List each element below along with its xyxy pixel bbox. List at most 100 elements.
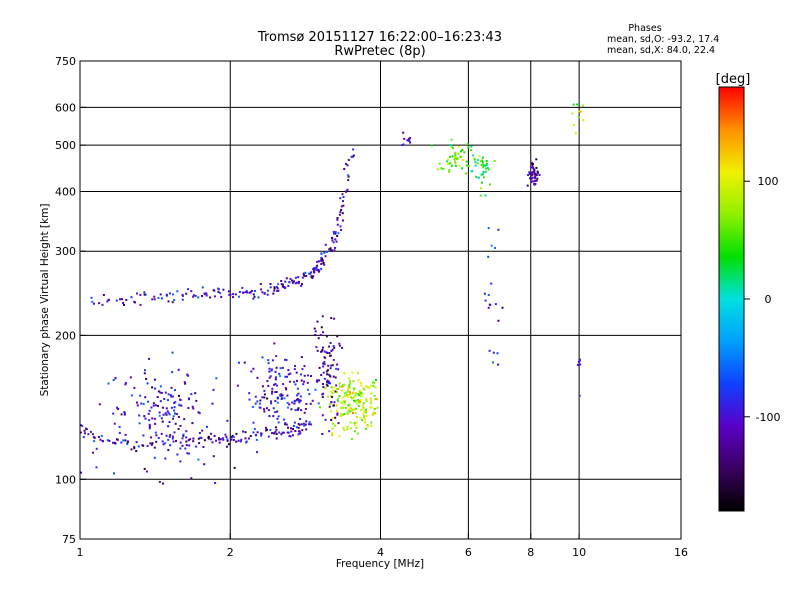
data-point (289, 380, 291, 383)
data-point (285, 388, 288, 391)
data-point (534, 173, 536, 176)
data-point (268, 415, 271, 418)
data-point (284, 280, 287, 283)
data-point (268, 370, 271, 373)
data-point (461, 148, 464, 151)
data-point (203, 293, 206, 296)
data-point (155, 434, 158, 437)
data-point (322, 331, 324, 334)
data-point (332, 389, 334, 392)
data-point (347, 408, 350, 411)
data-point (305, 420, 308, 423)
data-point (168, 435, 171, 438)
data-point (266, 293, 269, 296)
data-point (337, 388, 340, 390)
data-point (306, 381, 309, 384)
data-point (190, 393, 193, 396)
data-point (155, 404, 157, 407)
y-tick-label: 500 (55, 139, 76, 152)
data-point (303, 422, 305, 425)
data-point (115, 299, 118, 302)
data-point (229, 293, 232, 296)
data-point (342, 196, 345, 198)
data-point (171, 435, 174, 438)
data-point (184, 447, 187, 450)
data-point (481, 158, 484, 161)
data-point (172, 417, 174, 420)
data-point (349, 380, 351, 383)
data-point (485, 160, 488, 162)
data-point (365, 398, 368, 401)
data-point (478, 155, 481, 158)
data-point (447, 158, 450, 161)
data-point (147, 412, 150, 415)
data-point (326, 373, 329, 376)
data-point (355, 407, 358, 410)
data-point (496, 352, 499, 355)
data-point (312, 270, 315, 272)
data-point (154, 387, 157, 390)
data-point (490, 244, 493, 247)
data-point (265, 407, 268, 410)
data-point (361, 419, 364, 422)
data-point (176, 453, 179, 456)
data-point (362, 404, 365, 407)
data-point (340, 412, 342, 415)
data-point (299, 432, 302, 435)
data-point (402, 143, 405, 146)
data-point (270, 368, 273, 371)
data-point (270, 400, 272, 403)
data-point (179, 441, 182, 444)
data-point (339, 197, 342, 200)
data-point (346, 395, 349, 398)
data-point (228, 443, 230, 446)
data-point (195, 399, 198, 402)
data-point (281, 394, 284, 397)
y-tick-label: 100 (55, 473, 76, 486)
data-point (337, 368, 340, 371)
data-point (460, 150, 462, 153)
data-point (480, 164, 483, 166)
data-point (370, 399, 373, 402)
data-point (330, 237, 333, 239)
data-point (333, 232, 335, 235)
data-point (267, 435, 270, 438)
data-point (191, 422, 194, 425)
data-point (333, 424, 336, 427)
data-point (364, 418, 366, 421)
data-point (252, 297, 255, 300)
data-point (179, 447, 182, 450)
data-point (287, 373, 290, 376)
data-point (442, 167, 445, 170)
data-point (319, 334, 322, 336)
data-point (249, 291, 252, 294)
data-point (137, 445, 140, 448)
data-point (182, 433, 185, 436)
data-point (276, 410, 279, 413)
data-point (532, 168, 535, 171)
data-point (256, 431, 259, 434)
data-point (350, 155, 353, 158)
data-point (361, 393, 364, 396)
data-point (247, 437, 250, 440)
data-point (335, 367, 338, 370)
data-point (271, 387, 274, 390)
data-point (165, 413, 168, 416)
data-point (481, 173, 484, 176)
data-point (326, 369, 329, 372)
data-point (341, 385, 344, 388)
data-point (289, 372, 292, 375)
data-point (335, 384, 338, 387)
data-point (336, 412, 339, 415)
data-point (287, 369, 290, 372)
data-point (258, 406, 261, 409)
data-point (226, 445, 228, 448)
data-point (354, 430, 356, 433)
data-point (186, 452, 189, 455)
data-point (282, 431, 285, 434)
data-point (359, 417, 362, 420)
data-point (341, 212, 344, 215)
data-point (314, 330, 317, 333)
data-point (172, 440, 175, 443)
data-point (207, 437, 210, 440)
